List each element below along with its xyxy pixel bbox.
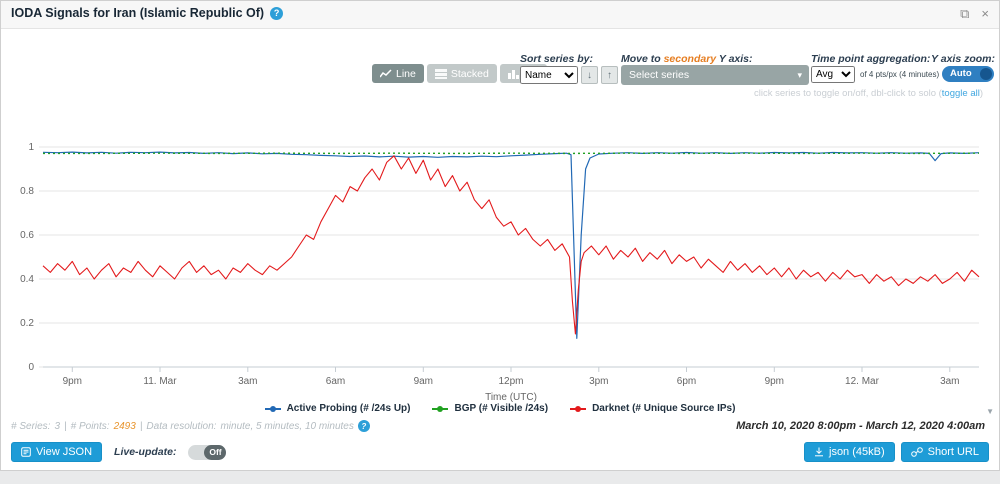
select-series-dropdown[interactable]: Select series ▾ (621, 65, 809, 85)
x-tick-label: 6pm (677, 376, 696, 387)
y-tick-label: 0 (28, 362, 34, 373)
legend-item-2[interactable]: Darknet (# Unique Source IPs) (570, 403, 735, 414)
toggle-all-link[interactable]: toggle all (941, 88, 980, 99)
series-count-label: # Series: (11, 420, 51, 432)
json-document-icon (21, 447, 31, 457)
x-tick-label: 9pm (63, 376, 82, 387)
series-count-value: 3 (54, 420, 61, 432)
yzoom-toggle-label: Auto (950, 68, 972, 79)
x-tick-label: 3am (940, 376, 959, 387)
arrow-down-icon: ↓ (587, 69, 592, 81)
legend-item-1[interactable]: BGP (# Visible /24s) (432, 403, 548, 414)
series-line-2 (42, 155, 980, 335)
short-url-button[interactable]: Short URL (900, 442, 989, 462)
legend-marker (264, 405, 281, 412)
yzoom-auto-toggle[interactable]: Auto (942, 66, 994, 82)
download-json-label: json (45kB) (829, 446, 885, 458)
legend-item-0[interactable]: Active Probing (# /24s Up) (264, 403, 411, 414)
secondary-axis-label: Move to secondary Y axis: (621, 53, 753, 65)
stats-help-icon[interactable]: ? (357, 420, 370, 432)
stacked-chart-button[interactable]: Stacked (426, 64, 497, 83)
legend-label: BGP (# Visible /24s) (454, 403, 549, 414)
sort-ascending-button[interactable]: ↑ (601, 66, 618, 84)
y-tick-label: 0.2 (20, 318, 34, 329)
series-line-0 (42, 151, 980, 339)
live-update-state: Off (204, 444, 227, 460)
arrow-up-icon: ↑ (607, 69, 612, 81)
points-count-value: 2493 (113, 420, 136, 432)
sort-select[interactable]: Name (520, 66, 578, 84)
sort-descending-button[interactable]: ↓ (581, 66, 598, 84)
line-chart-icon (380, 68, 392, 77)
secondary-axis-label-suffix: Y axis: (716, 53, 753, 65)
panel-header: IODA Signals for Iran (Islamic Republic … (1, 1, 999, 29)
legend-label: Active Probing (# /24s Up) (286, 403, 411, 414)
legend-label: Darknet (# Unique Source IPs) (592, 403, 736, 414)
line-chart-button[interactable]: Line (372, 64, 424, 83)
x-tick-label: 9am (414, 376, 433, 387)
legend-marker (570, 405, 587, 412)
resolution-label: Data resolution: (146, 420, 217, 432)
stats-separator: | (64, 420, 67, 432)
view-json-label: View JSON (36, 446, 93, 458)
line-button-label: Line (396, 67, 416, 80)
stacked-button-label: Stacked (450, 67, 489, 80)
sort-series-label: Sort series by: (520, 53, 593, 65)
secondary-axis-label-prefix: Move to (621, 53, 664, 65)
link-icon (910, 447, 923, 457)
view-json-button[interactable]: View JSON (11, 442, 103, 462)
date-range: March 10, 2020 8:00pm - March 12, 2020 4… (736, 420, 985, 432)
scroll-down-icon[interactable]: ▼ (986, 407, 994, 416)
stacked-chart-icon (434, 68, 447, 79)
chevron-down-icon: ▾ (797, 70, 802, 80)
download-json-button[interactable]: json (45kB) (804, 442, 895, 462)
y-tick-label: 0.8 (20, 186, 34, 197)
secondary-axis-label-highlight: secondary (663, 53, 717, 65)
y-tick-label: 0.6 (20, 230, 34, 241)
legend-hint-text: click series to toggle on/off, dbl-click… (754, 88, 942, 99)
y-tick-label: 1 (28, 142, 34, 153)
x-tick-label: 12. Mar (845, 376, 880, 387)
legend-marker (432, 405, 449, 412)
x-tick-label: 9pm (765, 376, 784, 387)
x-tick-label: 6am (326, 376, 345, 387)
legend-hint: click series to toggle on/off, dbl-click… (754, 88, 983, 99)
x-tick-label: 11. Mar (143, 376, 177, 387)
points-count-label: # Points: (70, 420, 110, 432)
aggregation-note: of 4 pts/px (4 minutes) (860, 70, 940, 79)
toggle-knob (980, 68, 992, 80)
resolution-value: minute, 5 minutes, 10 minutes (220, 420, 354, 432)
x-tick-label: 12pm (498, 376, 523, 387)
title-help-icon[interactable]: ? (270, 6, 284, 20)
ioda-signals-panel: IODA Signals for Iran (Islamic Republic … (0, 0, 1000, 471)
chart-legend: Active Probing (# /24s Up) BGP (# Visible… (1, 403, 999, 414)
legend-hint-suffix: ) (979, 88, 983, 99)
sort-controls: Name ↓ ↑ (520, 66, 618, 84)
aggregation-label: Time point aggregation: (811, 53, 931, 65)
yzoom-label: Y axis zoom: (931, 53, 995, 65)
aggregation-controls: Avg of 4 pts/px (4 minutes) (811, 66, 939, 83)
aggregation-select[interactable]: Avg (811, 66, 855, 83)
live-update-toggle[interactable]: Off (188, 444, 227, 460)
select-series-value: Select series (629, 69, 690, 81)
short-url-label: Short URL (927, 446, 979, 458)
x-tick-label: 3am (238, 376, 257, 387)
y-tick-label: 0.4 (20, 274, 34, 285)
x-axis-title: Time (UTC) (485, 392, 537, 403)
bottom-right-actions: json (45kB) Short URL (804, 442, 989, 462)
bottom-left-actions: View JSON Live-update: Off (11, 442, 227, 462)
close-icon[interactable]: × (981, 6, 989, 21)
panel-title: IODA Signals for Iran (Islamic Republic … (11, 6, 265, 20)
stats-separator: | (139, 420, 143, 432)
x-tick-label: 3pm (589, 376, 608, 387)
popout-icon[interactable]: ⧉ (960, 6, 970, 21)
bar-chart-icon (507, 69, 519, 79)
live-update-label: Live-update: (114, 446, 177, 458)
download-icon (815, 447, 823, 457)
time-series-chart[interactable]: 0 0.2 0.4 0.6 0.8 1 9pm 11. Mar 3am 6am 9am 12pm 3pm… (1, 98, 1000, 408)
chart-stats: # Series: 3 | # Points: 2493 | Data reso… (11, 420, 370, 432)
